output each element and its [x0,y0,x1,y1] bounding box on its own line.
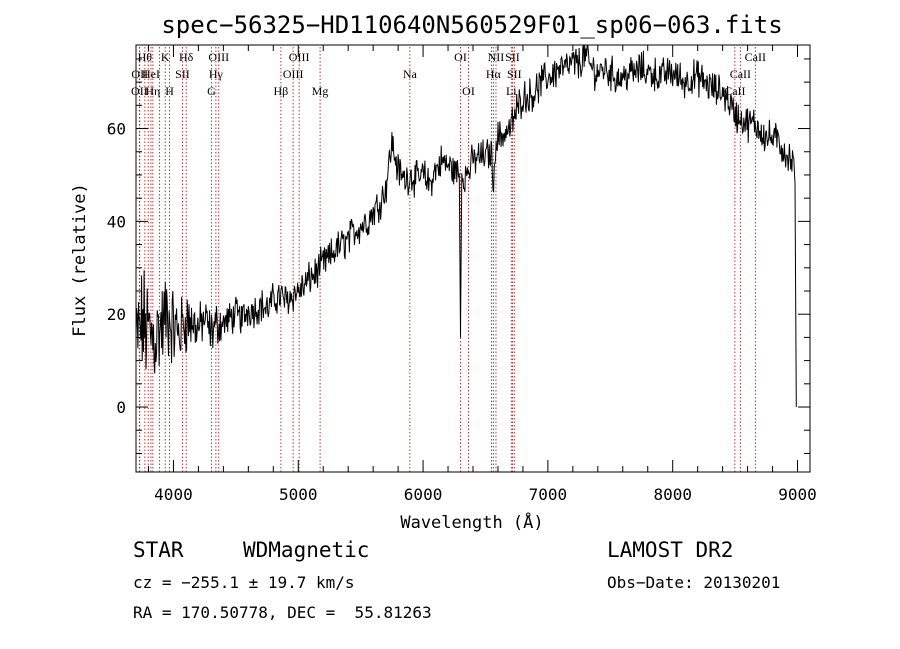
y-tick-label: 0 [116,398,126,417]
x-tick-label: 7000 [529,485,568,504]
line-marker-label: Hβ [274,84,289,98]
ra-dec: RA = 170.50778, DEC = 55.81263 [133,603,432,622]
x-tick-label: 4000 [154,485,193,504]
line-marker-label: Hη [145,84,160,98]
line-marker-label: OIII [283,67,304,81]
redshift-cz: cz = −255.1 ± 19.7 km/s [133,573,355,592]
line-marker-label: Mg [312,84,329,98]
line-marker-label: SII [505,50,520,64]
line-marker-label: SII [507,67,522,81]
line-marker-labels: OIIOIIHθHeIHηKHSIIHδGHγOIIIHβOIIIOIIIMgN… [131,50,766,98]
line-marker-label: CaII [745,50,766,64]
line-marker-label: Hα [486,67,502,81]
plot-frame [135,44,811,473]
chart-title: spec−56325−HD110640N560529F01_sp06−063.f… [161,11,782,39]
line-marker-label: OII [131,84,148,98]
observation-date: Obs−Date: 20130201 [607,573,781,592]
line-marker-label: SII [175,67,190,81]
x-tick-label: 6000 [404,485,443,504]
x-tick-label: 5000 [279,485,318,504]
object-class: STAR [133,538,184,562]
x-tick-label: 9000 [778,485,817,504]
axis-ticks: 4000 5000 6000 7000 8000 9000 0 20 40 60 [107,45,817,504]
line-marker-label: Hδ [179,50,194,64]
object-subclass: WDMagnetic [243,538,370,562]
y-tick-label: 60 [107,120,126,139]
line-marker-label: OI [462,84,475,98]
line-marker-label: Hθ [138,50,153,64]
line-marker-label: K [161,50,170,64]
line-marker-label: Na [403,67,418,81]
line-marker-label: Li [506,84,517,98]
line-marker-label: OIII [208,50,229,64]
line-markers [138,47,756,472]
line-marker-label: HeI [142,67,160,81]
line-marker-label: CaII [730,67,751,81]
line-marker-label: CaII [724,84,745,98]
spectrum-line [135,44,797,408]
line-marker-label: G [207,84,216,98]
line-marker-label: OI [454,50,467,64]
y-axis-label: Flux (relative) [70,183,90,337]
y-tick-label: 40 [107,212,126,231]
y-tick-label: 20 [107,305,126,324]
line-marker-label: NII [488,50,505,64]
line-marker-label: OIII [289,50,310,64]
survey-name: LAMOST DR2 [607,538,734,562]
line-marker-label: Hγ [209,67,224,81]
x-tick-label: 8000 [653,485,692,504]
x-axis-label: Wavelength (Å) [400,511,543,533]
line-marker-label: H [165,84,174,98]
